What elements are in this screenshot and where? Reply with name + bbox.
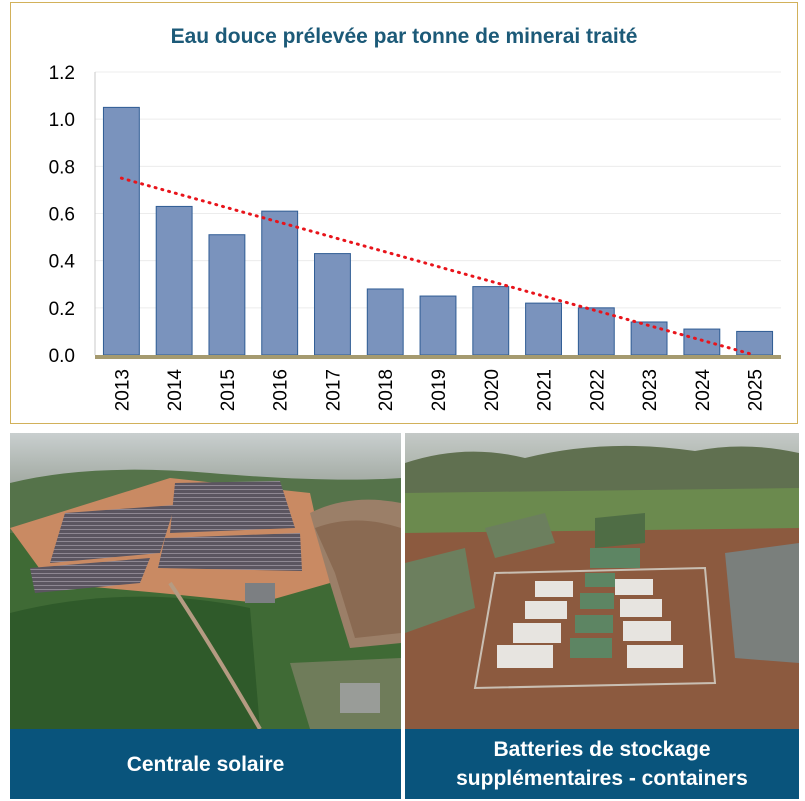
x-tick-label: 2017 (323, 369, 344, 411)
bar (102, 106, 140, 356)
battery-caption-line1: Batteries de stockage (493, 738, 711, 761)
x-tick-label: 2013 (112, 369, 133, 411)
x-tick-label: 2018 (376, 369, 397, 411)
x-tick-label: 2020 (482, 369, 503, 411)
y-tick-label: 1.0 (49, 110, 75, 131)
x-tick-label: 2014 (165, 369, 186, 412)
y-tick-label: 0.0 (49, 346, 75, 367)
battery-caption-line2: supplémentaires - containers (456, 767, 748, 790)
bar (366, 288, 404, 356)
bar (419, 295, 457, 356)
bar (155, 205, 193, 356)
solar-plant-caption: Centrale solaire (10, 729, 401, 799)
battery-containers-photo (405, 433, 799, 729)
bar (630, 321, 668, 356)
x-tick-label: 2019 (429, 369, 450, 411)
x-tick-label: 2021 (535, 369, 556, 411)
y-tick-label: 1.2 (49, 63, 75, 84)
bar (472, 286, 510, 356)
bar (525, 302, 562, 356)
x-tick-label: 2022 (587, 369, 608, 411)
y-tick-label: 0.8 (49, 157, 75, 178)
bar (314, 253, 351, 356)
x-axis-baseline (95, 355, 781, 359)
battery-containers-caption: Batteries de stockage supplémentaires - … (405, 729, 799, 799)
bar (208, 234, 246, 356)
solar-plant-caption-text: Centrale solaire (126, 752, 285, 776)
bar-chart: 0.0 0.2 0.4 0.6 0.8 1.0 1.2 2013 2014 2015 2016 201… (49, 63, 781, 412)
bar (261, 210, 299, 356)
bar (683, 328, 721, 356)
chart-panel: Eau douce prélevée par tonne de minerai … (10, 2, 798, 424)
y-tick-label: 0.4 (49, 252, 76, 273)
x-tick-label: 2025 (746, 369, 767, 411)
x-tick-label: 2015 (218, 369, 239, 411)
x-tick-label: 2023 (640, 369, 661, 411)
trend-line (119, 176, 757, 357)
y-tick-label: 0.2 (49, 299, 75, 320)
y-tick-label: 0.6 (49, 205, 75, 226)
chart-title: Eau douce prélevée par tonne de minerai … (170, 25, 638, 48)
x-tick-label: 2024 (693, 369, 714, 412)
x-tick-label: 2016 (271, 369, 292, 411)
solar-plant-photo (10, 433, 401, 729)
